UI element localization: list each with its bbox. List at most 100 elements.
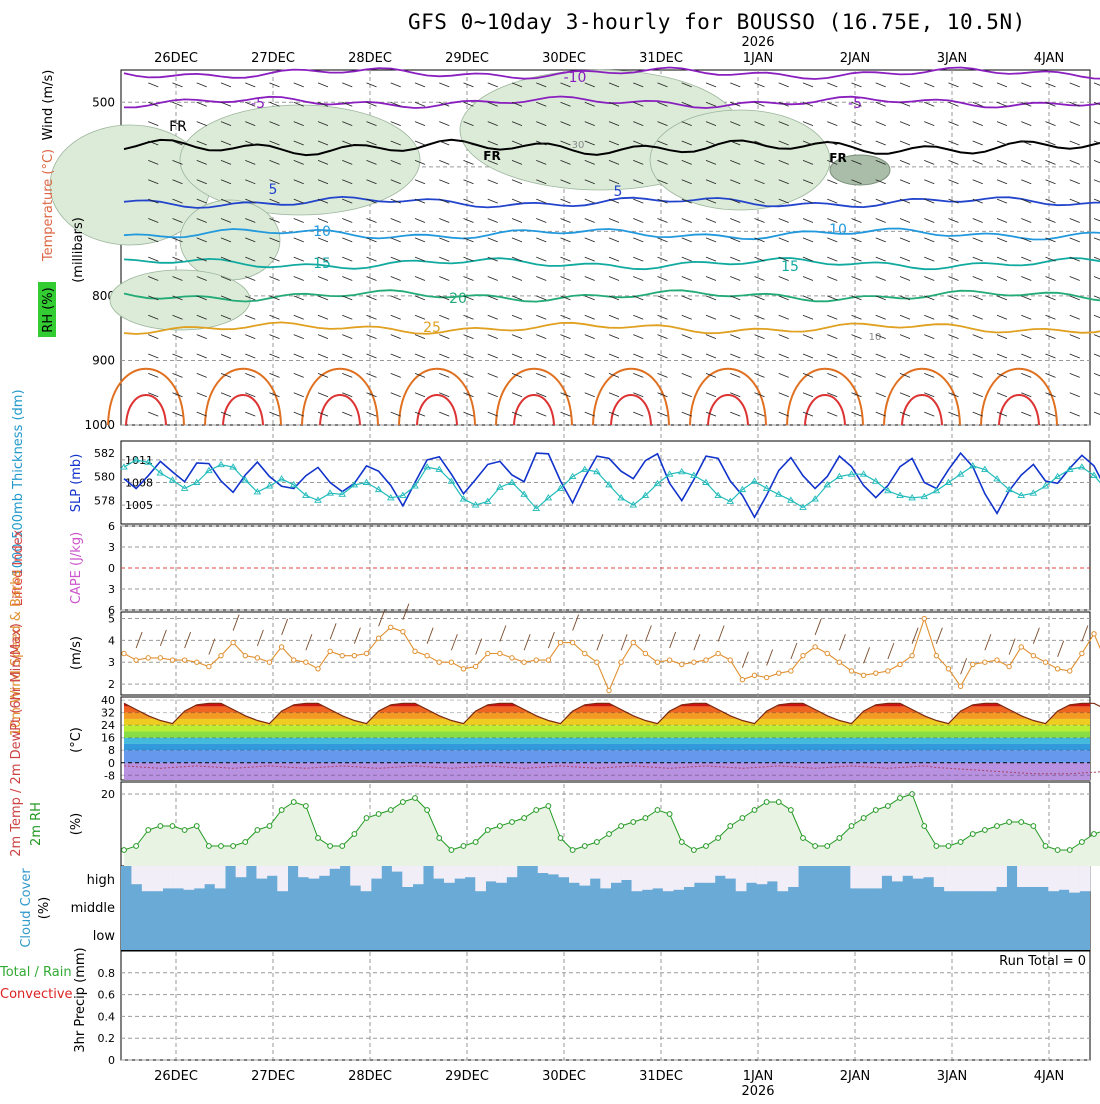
temp-band xyxy=(124,731,1090,738)
wind-barb xyxy=(924,218,935,223)
wind-barb xyxy=(899,237,911,243)
precip-legend-total: Total / Rain xyxy=(0,965,72,980)
thickness-point xyxy=(871,477,880,484)
wind-barb xyxy=(536,237,547,243)
wind-barb xyxy=(390,121,401,127)
wind-barb xyxy=(390,179,401,185)
wind-barb xyxy=(948,159,959,165)
temp-band xyxy=(124,703,1090,707)
wind-barb xyxy=(245,179,256,185)
wind-barb xyxy=(996,334,1008,340)
temp-band xyxy=(124,769,1090,780)
cloud-high-gap xyxy=(298,866,309,878)
wind-barb xyxy=(196,334,207,340)
cloud-high-gap xyxy=(162,866,174,889)
wind-barb xyxy=(487,256,498,262)
rh2m-point xyxy=(436,835,443,841)
wind-barb xyxy=(342,101,353,107)
wind10m-point xyxy=(254,655,261,661)
wind-barb xyxy=(172,140,183,146)
wind-barb xyxy=(899,392,911,398)
wind-barb xyxy=(560,218,571,223)
cloud-high-gap xyxy=(673,866,684,890)
wind-barb xyxy=(778,334,789,340)
wind-barb xyxy=(317,159,329,165)
wind-barb xyxy=(1021,295,1032,301)
wind-barb xyxy=(414,179,426,185)
wind-barb xyxy=(657,218,668,223)
wind10m-point xyxy=(1067,668,1073,674)
wind-barb xyxy=(463,159,474,165)
thickness-point xyxy=(956,470,965,477)
rh2m-point xyxy=(290,799,297,805)
wind-barb xyxy=(802,276,814,281)
wind-barb xyxy=(778,372,789,378)
wind-barb xyxy=(924,237,935,243)
wind10m-point xyxy=(412,648,418,655)
thickness-point xyxy=(556,484,565,491)
wind-barb xyxy=(657,295,668,301)
wind-barb xyxy=(633,140,644,146)
wind-barb xyxy=(366,353,377,359)
thickness-point xyxy=(799,503,807,510)
wind-barb xyxy=(584,159,595,165)
wind10m-point xyxy=(194,659,200,665)
cloud-high-gap xyxy=(600,866,612,889)
wind-barb xyxy=(972,198,983,204)
wind-barb xyxy=(705,82,717,88)
rh2m-point xyxy=(339,843,346,849)
wind-barb xyxy=(657,237,668,243)
wind10m-point xyxy=(921,615,927,622)
rh2m-point xyxy=(666,811,673,817)
x-tick-label-top: 4JAN xyxy=(1034,51,1065,66)
wind-barb xyxy=(414,237,426,243)
wind-barb xyxy=(899,140,911,146)
wind-barb xyxy=(511,82,523,88)
wind-barb xyxy=(511,218,523,223)
wind-barb xyxy=(1045,140,1056,146)
precip-legend-convective: Convective xyxy=(0,987,73,1002)
wind-barb xyxy=(414,82,426,88)
wind-barb xyxy=(948,295,959,301)
wind10m-point xyxy=(291,657,297,663)
wind10m-barb xyxy=(935,627,943,644)
wind-barb xyxy=(1045,256,1056,262)
wind-barb xyxy=(1069,314,1080,320)
wind-barb xyxy=(875,82,886,88)
wind-barb xyxy=(317,334,329,340)
wind10m-point xyxy=(739,677,746,683)
wind-barb xyxy=(827,140,838,146)
wind10m-point xyxy=(1091,631,1097,637)
wind-barb xyxy=(269,372,280,378)
wind-barb xyxy=(802,295,814,301)
rh2m-point xyxy=(800,835,806,841)
wind-barb xyxy=(560,334,571,340)
wind-barb xyxy=(342,372,353,378)
wind-barb xyxy=(730,198,741,204)
wind-barb xyxy=(293,392,304,398)
wind-barb xyxy=(1021,334,1032,340)
wind-barb xyxy=(705,276,717,281)
wind-barb xyxy=(366,314,377,320)
rh2m-point xyxy=(933,843,940,849)
wind-barb xyxy=(220,256,232,262)
thickness-point xyxy=(459,495,468,502)
wind-barb xyxy=(511,334,523,340)
wind-barb xyxy=(487,179,498,185)
wind-barb xyxy=(390,411,401,417)
wind10m-point xyxy=(363,650,370,657)
wind10m-point xyxy=(691,659,697,665)
wind-barb xyxy=(972,82,983,88)
rh2m-point xyxy=(690,847,697,853)
precip-tick-label: 0.4 xyxy=(98,1010,116,1023)
wind-barb xyxy=(1021,256,1032,262)
wind10m-point xyxy=(666,657,673,663)
wind-barb xyxy=(196,276,207,281)
wind-barb xyxy=(196,256,207,262)
wind-barb xyxy=(996,179,1008,185)
rh2m-point xyxy=(569,847,576,853)
temp-band xyxy=(124,712,1090,719)
wind-barb xyxy=(317,392,329,398)
wind-barb xyxy=(633,179,644,185)
wind-barb xyxy=(730,82,741,88)
